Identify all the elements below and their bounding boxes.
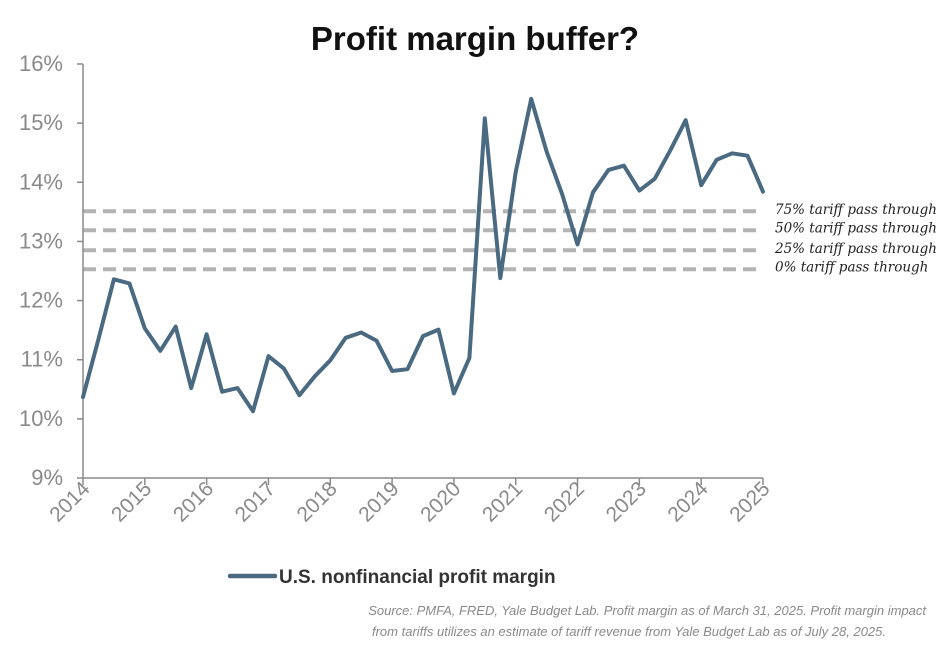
x-tick-label: 2020 [416, 477, 465, 526]
y-tick-label: 12% [19, 288, 63, 313]
source-note: Source: PMFA, FRED, Yale Budget Lab. Pro… [368, 603, 927, 639]
x-tick-label: 2025 [725, 477, 774, 526]
y-tick-label: 9% [31, 465, 63, 490]
source-line-2: from tariffs utilizes an estimate of tar… [372, 624, 886, 639]
x-tick-label: 2023 [602, 477, 651, 526]
reference-label-2: 25% tariff pass through [774, 241, 937, 257]
y-tick-label: 11% [21, 347, 63, 372]
legend: U.S. nonfinancial profit margin [227, 567, 556, 588]
reference-label-0: 75% tariff pass through [775, 202, 937, 218]
legend-label: U.S. nonfinancial profit margin [279, 567, 556, 588]
reference-label-3: 0% tariff pass through [775, 260, 928, 276]
y-axis-ticks: 9% 10% 11% 12% 13% 14% 15% 16% [19, 51, 83, 490]
x-tick-label: 2021 [478, 477, 527, 526]
x-tick-label: 2022 [540, 477, 589, 526]
source-line-1: Source: PMFA, FRED, Yale Budget Lab. Pro… [368, 603, 927, 618]
x-tick-label: 2017 [231, 477, 280, 526]
series-line-0 [81, 96, 765, 414]
x-tick-label: 2015 [107, 477, 156, 526]
x-tick-label: 2024 [663, 477, 713, 527]
series-layer [81, 96, 765, 414]
y-tick-label: 15% [19, 110, 63, 135]
reference-lines: 75% tariff pass through 50% tariff pass t… [83, 202, 937, 276]
y-tick-label: 13% [19, 228, 63, 253]
y-tick-label: 10% [19, 406, 63, 431]
x-tick-label: 2019 [354, 477, 403, 526]
y-tick-label: 16% [19, 51, 63, 76]
x-tick-label: 2016 [169, 477, 218, 526]
axes [82, 64, 763, 479]
y-tick-label: 14% [19, 169, 63, 194]
chart-title: Profit margin buffer? [311, 20, 639, 57]
reference-label-1: 50% tariff pass through [775, 221, 937, 237]
x-axis-ticks: 2014 2015 2016 2017 2018 2019 2020 2021 2022 2023… [45, 477, 774, 527]
x-tick-label: 2018 [293, 477, 342, 526]
